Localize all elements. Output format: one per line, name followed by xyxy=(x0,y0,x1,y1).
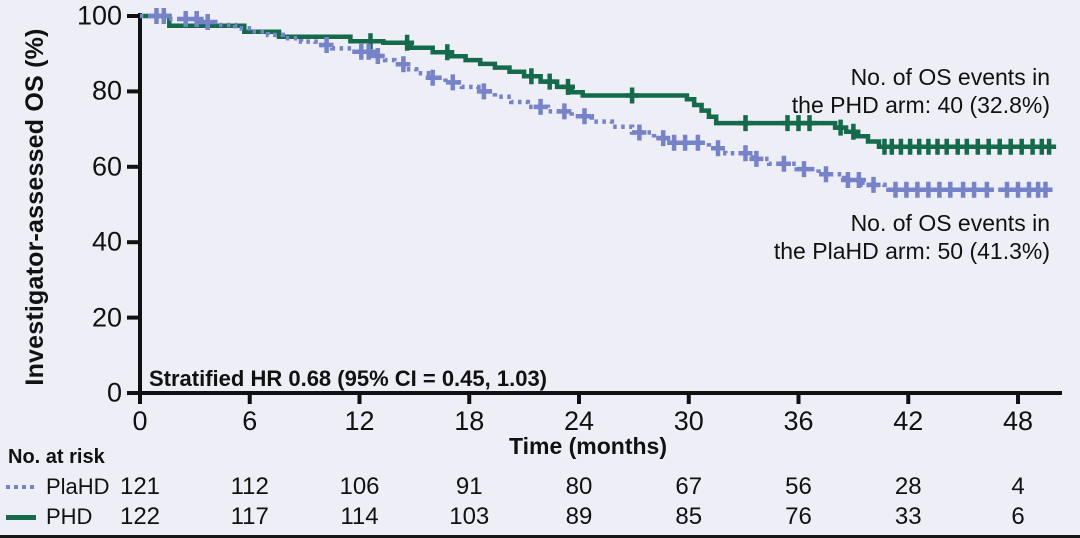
plahd-events-line1: No. of OS events in xyxy=(850,210,1050,236)
risk-value: 106 xyxy=(339,473,380,500)
y-axis-title: Investigator-assessed OS (%) xyxy=(21,28,49,386)
plahd-legend-swatch xyxy=(6,485,36,489)
risk-value: 28 xyxy=(894,473,922,500)
plahd-events-annotation: No. of OS events in the PlaHD arm: 50 (4… xyxy=(774,209,1050,265)
risk-value: 121 xyxy=(119,473,161,500)
y-tick-label: 100 xyxy=(76,0,122,31)
risk-table-header: No. at risk xyxy=(8,446,105,468)
figure-bottom-border xyxy=(0,535,1080,538)
x-axis-title: Time (months) xyxy=(508,433,668,459)
x-tick-label: 42 xyxy=(893,406,924,436)
risk-value: 80 xyxy=(565,473,593,500)
risk-row-label: PlaHD xyxy=(46,474,110,499)
phd-events-line1: No. of OS events in xyxy=(850,64,1050,90)
phd-censor-marks xyxy=(363,33,1057,155)
y-tick-label: 0 xyxy=(106,377,122,408)
y-tick-label: 60 xyxy=(91,151,122,182)
risk-value: 85 xyxy=(675,503,703,530)
risk-value: 117 xyxy=(230,503,269,530)
y-tick-label: 40 xyxy=(91,226,122,257)
phd-legend-swatch xyxy=(6,515,36,520)
risk-value: 91 xyxy=(455,473,483,500)
risk-value: 6 xyxy=(1011,503,1025,530)
risk-value: 112 xyxy=(230,473,269,500)
plahd-censor-marks xyxy=(149,8,1053,198)
risk-value: 122 xyxy=(119,503,161,530)
hazard-ratio-note: Stratified HR 0.68 (95% CI = 0.45, 1.03) xyxy=(149,366,548,391)
x-tick-label: 30 xyxy=(673,406,704,436)
x-tick-label: 0 xyxy=(132,406,148,436)
x-tick-label: 18 xyxy=(454,406,485,436)
x-tick-label: 6 xyxy=(242,406,258,436)
y-tick-label: 20 xyxy=(91,302,122,333)
y-tick-label: 80 xyxy=(91,75,122,106)
risk-value: 76 xyxy=(785,503,812,530)
risk-value: 89 xyxy=(565,503,593,530)
risk-row-label: PHD xyxy=(46,504,93,529)
phd-events-annotation: No. of OS events in the PHD arm: 40 (32.… xyxy=(792,63,1050,119)
risk-value: 33 xyxy=(894,503,922,530)
x-tick-label: 48 xyxy=(1002,406,1034,436)
risk-value: 67 xyxy=(675,473,703,500)
risk-row-plahd: PlaHD 121 112 106 91 80 67 56 28 4 xyxy=(0,473,1080,500)
risk-value: 114 xyxy=(340,503,379,530)
risk-value: 56 xyxy=(785,473,812,500)
risk-value: 103 xyxy=(449,503,490,530)
x-tick-label: 36 xyxy=(783,406,814,436)
phd-events-line2: the PHD arm: 40 (32.8%) xyxy=(791,92,1050,118)
x-tick-label: 24 xyxy=(563,406,595,436)
plahd-events-line2: the PlaHD arm: 50 (41.3%) xyxy=(773,238,1050,264)
risk-value: 4 xyxy=(1011,473,1025,500)
risk-row-phd: PHD 122 117 114 103 89 85 76 33 6 xyxy=(0,503,1080,530)
x-tick-label: 12 xyxy=(344,406,375,436)
